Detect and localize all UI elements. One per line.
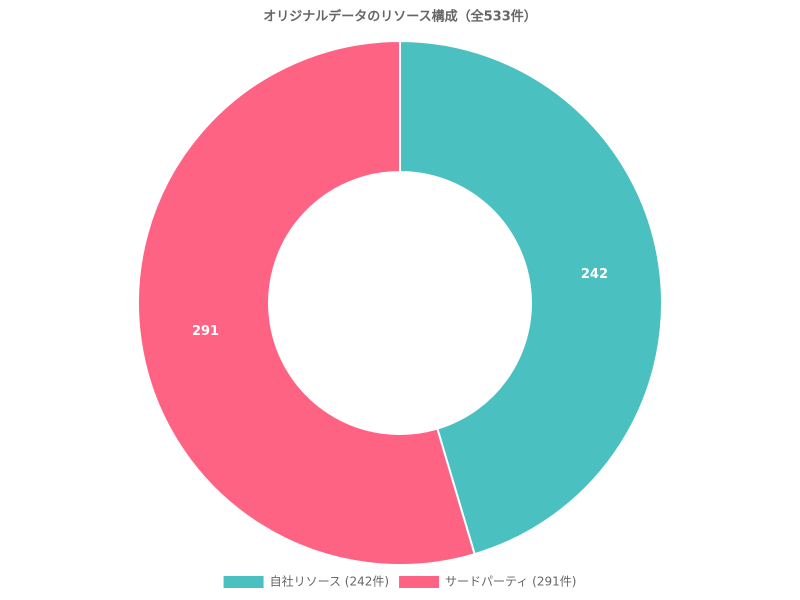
legend-swatch	[223, 576, 264, 588]
data-label: 242	[581, 267, 608, 282]
chart-title: オリジナルデータのリソース構成（全533件）	[263, 9, 537, 25]
doughnut-segment	[399, 39, 663, 556]
legend-swatch	[399, 576, 440, 588]
doughnut-segment	[137, 39, 476, 566]
legend-label: 自社リソース (242件)	[270, 574, 389, 589]
legend-label: サードパーティ (291件)	[445, 575, 576, 589]
data-label: 291	[192, 324, 219, 339]
